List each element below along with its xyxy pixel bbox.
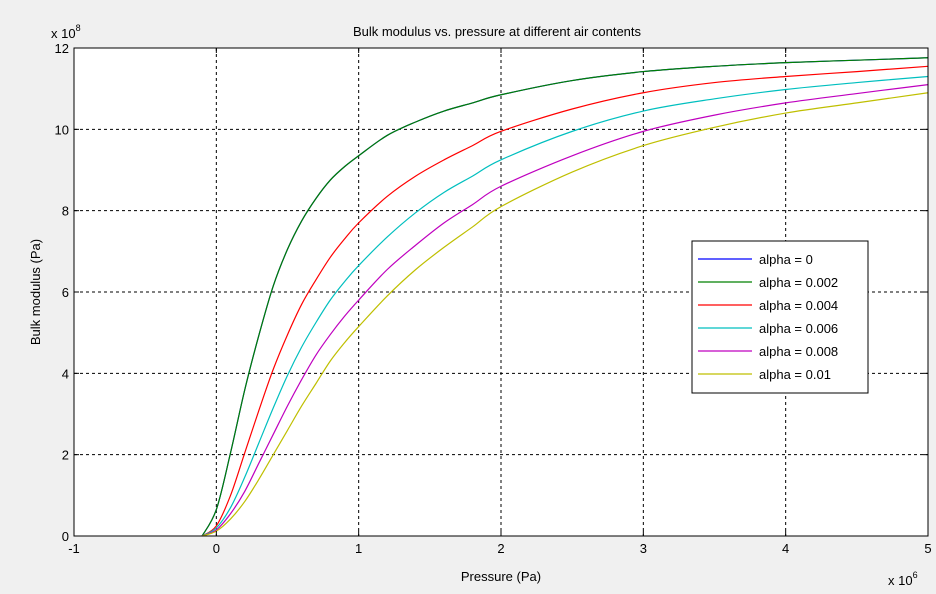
series-line-4 [201, 84, 929, 537]
series-line-3 [201, 75, 929, 537]
x-tick-label: 5 [924, 541, 931, 556]
x-tick-label: -1 [68, 541, 80, 556]
y-tick-label: 10 [55, 122, 69, 137]
legend-box [691, 240, 869, 394]
x-tick-label: 2 [497, 541, 504, 556]
legend-label: alpha = 0.006 [759, 321, 838, 336]
legend-label: alpha = 0.008 [759, 344, 838, 359]
tick-marks [73, 47, 929, 537]
x-axis-label: Pressure (Pa) [461, 569, 541, 584]
y-tick-label: 8 [62, 204, 69, 219]
y-tick-label: 0 [62, 529, 69, 544]
x-tick-label: 1 [355, 541, 362, 556]
x-multiplier-base: x 10 [888, 573, 913, 588]
x-tick-label: 4 [782, 541, 789, 556]
legend-entries: alpha = 0 alpha = 0.002 alpha = 0.004 alpha… [698, 252, 838, 382]
y-tick-label: 4 [62, 366, 69, 381]
x-tick-label: 3 [640, 541, 647, 556]
y-tick-label: 2 [62, 448, 69, 463]
legend-label: alpha = 0.002 [759, 275, 838, 290]
y-tick-labels: 0 2 4 6 8 10 12 [55, 41, 69, 544]
series-lines [201, 57, 929, 537]
y-tick-label: 6 [62, 285, 69, 300]
series-line-5 [201, 92, 929, 537]
series-line-2 [201, 65, 929, 537]
legend-label: alpha = 0 [759, 252, 813, 267]
x-tick-labels: -1 0 1 2 3 4 5 [68, 541, 931, 556]
x-multiplier-exponent: 6 [913, 570, 918, 580]
y-axis-label: Bulk modulus (Pa) [28, 239, 43, 345]
x-axis-multiplier: x 106 [888, 570, 918, 588]
legend-label: alpha = 0.01 [759, 367, 831, 382]
y-multiplier-exponent: 8 [76, 23, 81, 33]
y-tick-label: 12 [55, 41, 69, 56]
x-tick-label: 0 [213, 541, 220, 556]
legend-label: alpha = 0.004 [759, 298, 838, 313]
legend: alpha = 0 alpha = 0.002 alpha = 0.004 alpha… [691, 240, 869, 394]
grid [74, 48, 928, 536]
y-axis-multiplier: x 108 [51, 23, 81, 41]
y-multiplier-base: x 10 [51, 26, 76, 41]
chart-title: Bulk modulus vs. pressure at different a… [353, 24, 642, 39]
series-line-1 [201, 57, 929, 537]
